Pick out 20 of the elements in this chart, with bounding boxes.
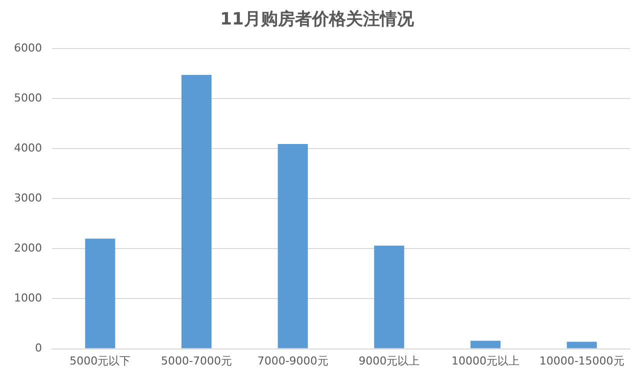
bar xyxy=(374,246,404,348)
x-tick-label: 10000元以上 xyxy=(452,354,520,368)
bar xyxy=(566,342,597,348)
x-tick-label: 5000元以下 xyxy=(70,354,131,368)
x-tick-label: 10000-15000元 xyxy=(539,354,624,368)
y-tick-label: 4000 xyxy=(14,141,42,154)
y-tick-label: 2000 xyxy=(14,242,42,255)
x-tick-label: 5000-7000元 xyxy=(161,354,232,368)
bar xyxy=(470,340,501,348)
x-tick-label: 9000元以上 xyxy=(358,354,420,368)
bar xyxy=(85,238,116,348)
y-tick-label: 5000 xyxy=(14,91,42,104)
bar xyxy=(181,74,212,348)
y-tick-label: 3000 xyxy=(14,191,42,204)
y-tick-label: 0 xyxy=(34,342,42,355)
y-tick-label: 6000 xyxy=(14,41,42,54)
bar xyxy=(278,144,308,348)
y-tick-label: 1000 xyxy=(14,292,42,305)
x-tick-label: 7000-9000元 xyxy=(257,354,328,368)
chart-title: 11月购房者价格关注情况 xyxy=(220,10,415,30)
